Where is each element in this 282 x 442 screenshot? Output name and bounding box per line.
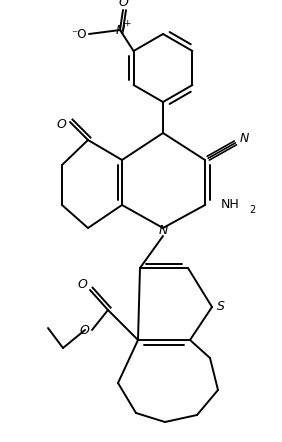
Text: O: O [79, 324, 89, 338]
Text: N: N [115, 23, 125, 37]
Text: N: N [239, 132, 249, 145]
Text: O: O [118, 0, 128, 9]
Text: O: O [56, 118, 66, 130]
Text: N: N [158, 225, 168, 237]
Text: 2: 2 [249, 205, 255, 215]
Text: S: S [217, 301, 225, 313]
Text: ⁻O: ⁻O [71, 27, 87, 41]
Text: NH: NH [221, 198, 239, 212]
Text: O: O [77, 278, 87, 290]
Text: +: + [123, 19, 131, 28]
